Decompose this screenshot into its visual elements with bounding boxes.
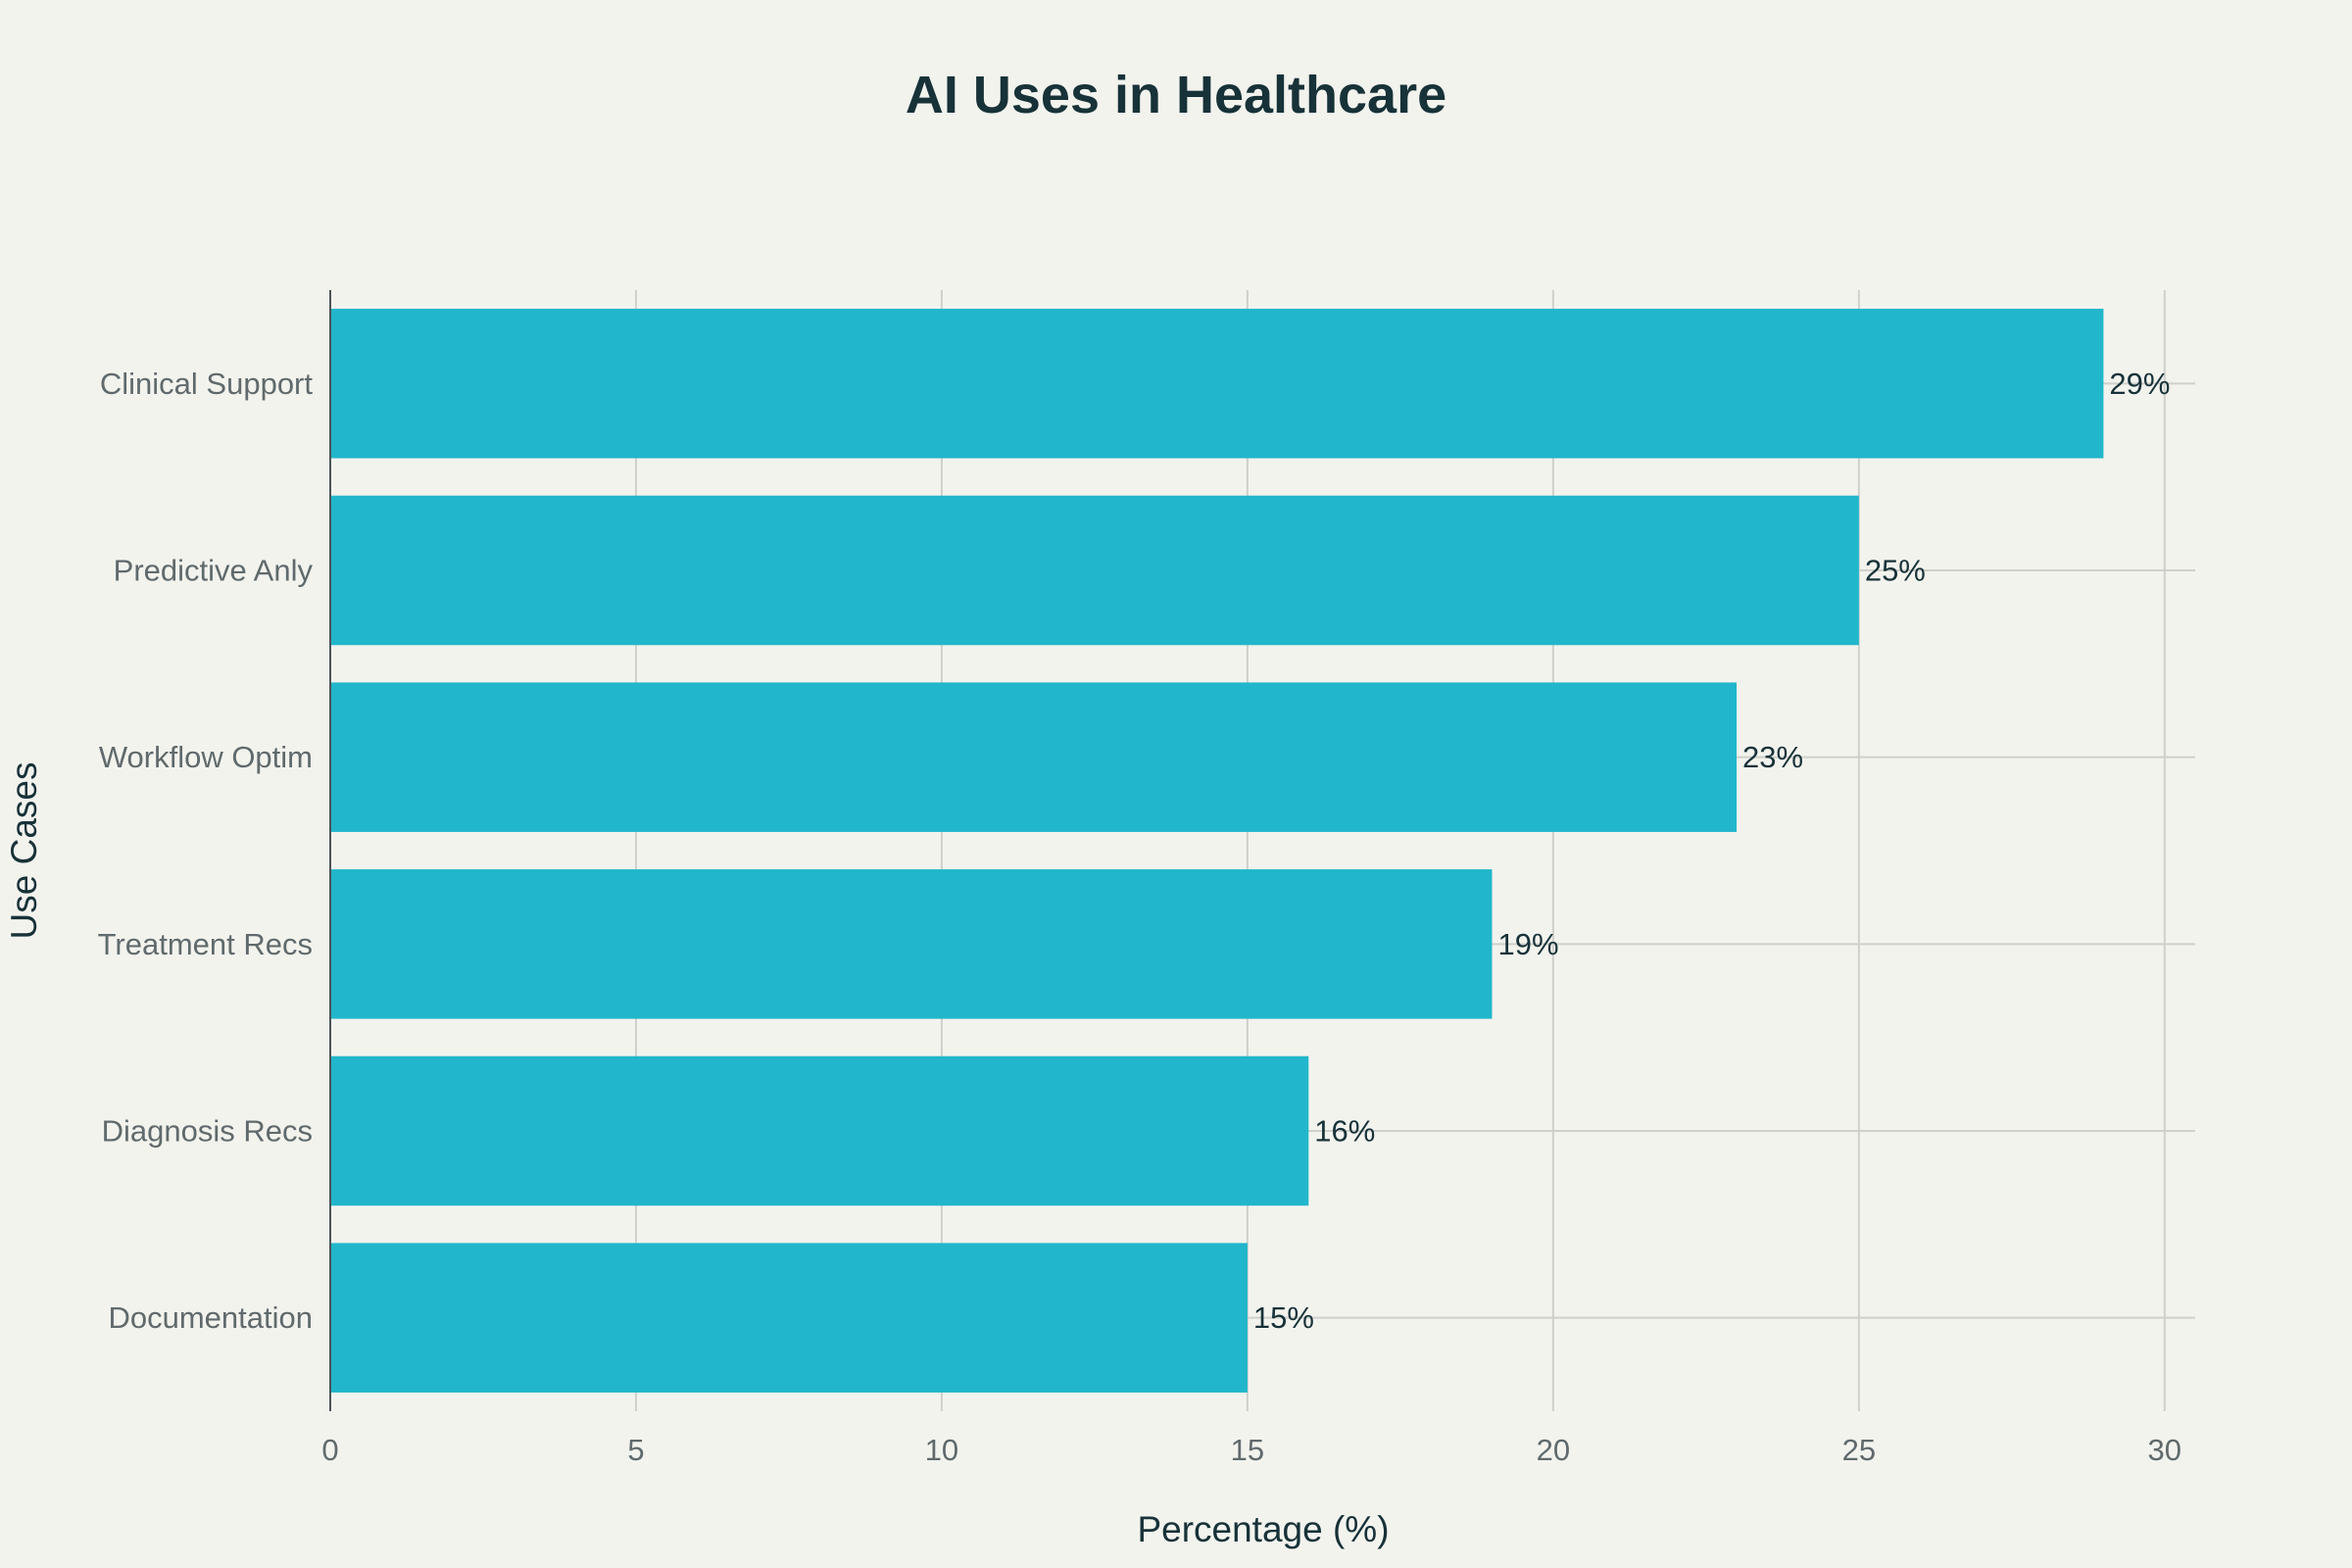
bar-value-label: 15% (1253, 1300, 1314, 1335)
y-axis-ticks: Clinical Support Predictive Anly Workflow … (98, 367, 314, 1335)
x-axis-ticks: 0 5 10 15 20 25 30 (321, 1433, 2181, 1467)
x-tick-label: 5 (627, 1433, 644, 1467)
bar (330, 309, 2104, 459)
y-tick-label: Documentation (108, 1300, 313, 1335)
bar-value-label: 16% (1314, 1114, 1375, 1149)
x-tick-label: 0 (321, 1433, 338, 1467)
x-tick-label: 10 (925, 1433, 958, 1467)
bar (330, 1055, 1309, 1206)
y-tick-label: Workflow Optim (99, 740, 313, 774)
bar (330, 682, 1738, 832)
x-axis-title: Percentage (%) (1137, 1509, 1389, 1549)
x-tick-label: 30 (2148, 1433, 2181, 1467)
y-tick-label: Treatment Recs (98, 927, 313, 961)
bar (330, 869, 1493, 1019)
data-labels: 29% 25% 23% 19% 16% 15% (1253, 367, 2171, 1335)
x-tick-label: 25 (1842, 1433, 1876, 1467)
chart-title: AI Uses in Healthcare (906, 66, 1446, 124)
bar (330, 1243, 1248, 1393)
y-tick-label: Diagnosis Recs (102, 1114, 313, 1149)
y-tick-label: Clinical Support (100, 367, 313, 401)
bar (330, 495, 1859, 646)
x-tick-label: 15 (1231, 1433, 1264, 1467)
x-tick-label: 20 (1537, 1433, 1570, 1467)
bar-value-label: 19% (1497, 927, 1558, 961)
bars (330, 309, 2104, 1393)
bar-value-label: 29% (2109, 367, 2170, 401)
y-axis-title: Use Cases (4, 762, 44, 940)
bar-value-label: 23% (1742, 740, 1803, 774)
bar-value-label: 25% (1865, 554, 1926, 588)
y-tick-label: Predictive Anly (114, 554, 314, 588)
